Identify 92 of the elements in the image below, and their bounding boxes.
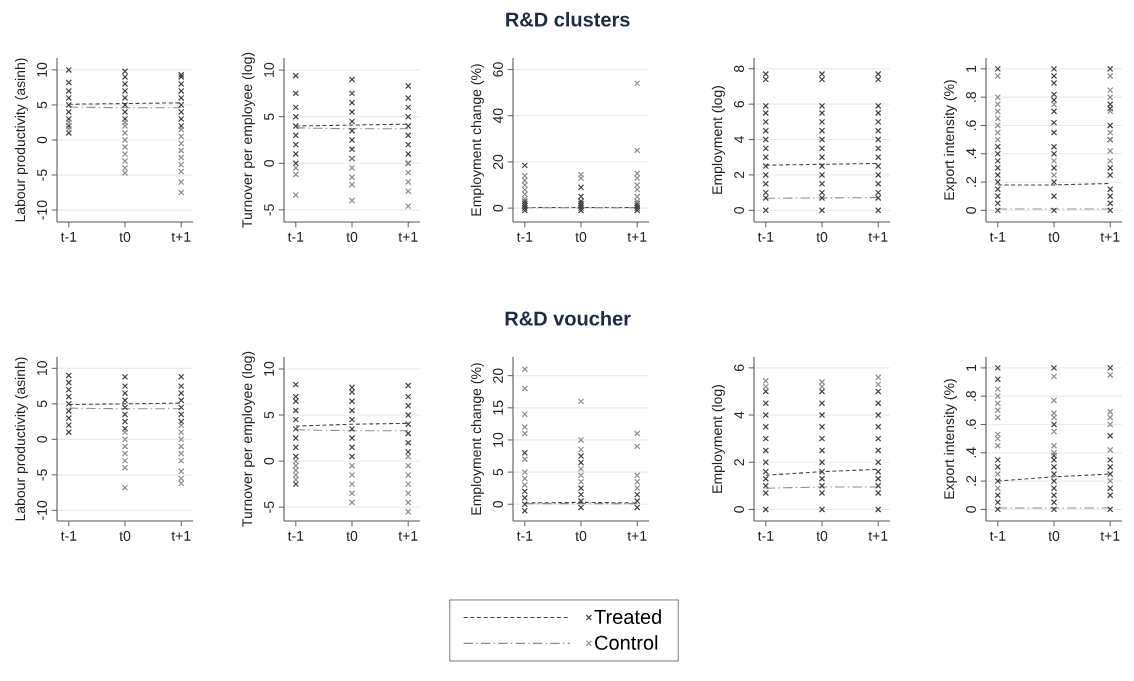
y-tick-label: .4 [966,148,976,159]
x-tick-label: t-1 [516,531,533,541]
y-tick-label: -5 [264,204,274,216]
y-tick-label: 5 [37,101,47,109]
y-tick-label: 8 [734,65,744,73]
x-tick-label: t+1 [627,531,647,541]
y-tick-label: .4 [966,447,976,458]
x-tick-label: t0 [346,232,358,242]
x-tick-label: t-1 [60,531,77,541]
x-tick-label: t0 [816,232,828,242]
y-tick-label: -10 [37,500,47,520]
y-axis-title: Labour productivity (asinh) [14,58,28,222]
y-tick-label: .6 [966,120,976,131]
y-tick-label: -10 [37,200,47,220]
x-tick-label: t-1 [287,232,304,242]
y-tick-label: -5 [264,501,274,513]
x-tick-label: t-1 [757,531,774,541]
x-tick-label: t0 [1048,232,1060,242]
x-tick-label: t-1 [989,232,1006,242]
y-tick-label: 0 [493,500,503,508]
y-tick-label: 0 [966,207,976,214]
y-tick-label: 40 [493,108,503,124]
y-axis-title: Turnover per employee (log) [241,52,255,228]
x-tick-label: t0 [346,531,358,541]
x-tick-label: t0 [575,531,587,541]
y-axis-title: Employment (log) [711,86,725,194]
y-tick-label: 6 [734,364,744,372]
x-tick-label: t0 [575,232,587,242]
y-tick-label: 4 [734,411,744,419]
y-tick-label: 0 [37,136,47,144]
y-tick-label: 10 [493,432,503,447]
y-axis-title: Employment change (%) [470,64,484,216]
y-axis-title: Export intensity (%) [943,379,957,499]
x-tick-label: t+1 [1100,232,1120,242]
y-axis-title: Export intensity (%) [943,80,957,200]
y-tick-label: .8 [966,91,976,102]
x-tick-label: t0 [119,531,131,541]
chart-title: R&D voucher [505,310,631,326]
x-tick-label: t+1 [171,232,191,242]
y-tick-label: 2 [734,171,744,179]
y-tick-label: 0 [734,206,744,214]
chart-title: R&D clusters [506,11,630,27]
y-tick-label: 0 [734,506,744,513]
y-tick-label: 0 [264,159,274,167]
x-tick-label: t0 [119,232,131,242]
y-tick-label: 4 [734,136,744,144]
y-tick-label: -5 [37,169,47,181]
y-tick-label: 5 [493,468,503,476]
x-tick-label: t-1 [60,232,77,242]
y-tick-label: 1 [966,364,976,371]
x-tick-label: t0 [816,531,828,541]
x-tick-label: t+1 [398,232,418,242]
x-tick-label: t+1 [868,531,888,541]
x-tick-label: t+1 [1100,531,1120,541]
y-tick-label: 10 [264,62,274,77]
y-tick-label: 5 [264,411,274,419]
y-tick-label: 0 [966,506,976,513]
x-tick-label: t-1 [287,531,304,541]
y-tick-label: .8 [966,390,976,401]
y-tick-label: 15 [493,400,503,415]
y-tick-label: 10 [37,62,47,77]
y-tick-label: 0 [264,457,274,465]
y-tick-label: 10 [37,361,47,376]
y-tick-label: 20 [493,368,503,383]
y-tick-label: 0 [493,204,503,212]
y-tick-label: .6 [966,419,976,430]
y-tick-label: 5 [37,400,47,408]
y-tick-label: 10 [264,361,274,376]
y-tick-label: 60 [493,62,503,77]
x-tick-label: t+1 [398,531,418,541]
y-tick-label: -5 [37,469,47,481]
legend-label: Control [595,635,658,650]
x-tick-label: t-1 [516,232,533,242]
y-tick-label: 0 [37,436,47,443]
y-axis-title: Labour productivity (asinh) [14,357,28,521]
legend-label: Treated [594,609,661,624]
y-tick-label: .2 [966,176,976,187]
y-tick-label: 20 [493,154,503,170]
x-tick-label: t+1 [627,232,647,242]
y-tick-label: 1 [966,65,976,72]
x-tick-label: t-1 [757,232,774,242]
y-tick-label: .2 [966,475,976,486]
y-axis-title: Turnover per employee (log) [241,351,255,527]
x-tick-label: t-1 [989,531,1006,541]
y-axis-title: Employment (log) [711,385,725,493]
x-tick-label: t0 [1048,531,1060,541]
x-tick-label: t+1 [868,232,888,242]
y-tick-label: 2 [734,459,744,466]
y-axis-title: Employment change (%) [470,363,484,515]
y-tick-label: 5 [264,113,274,121]
x-tick-label: t+1 [171,531,191,541]
y-tick-label: 6 [734,100,744,108]
